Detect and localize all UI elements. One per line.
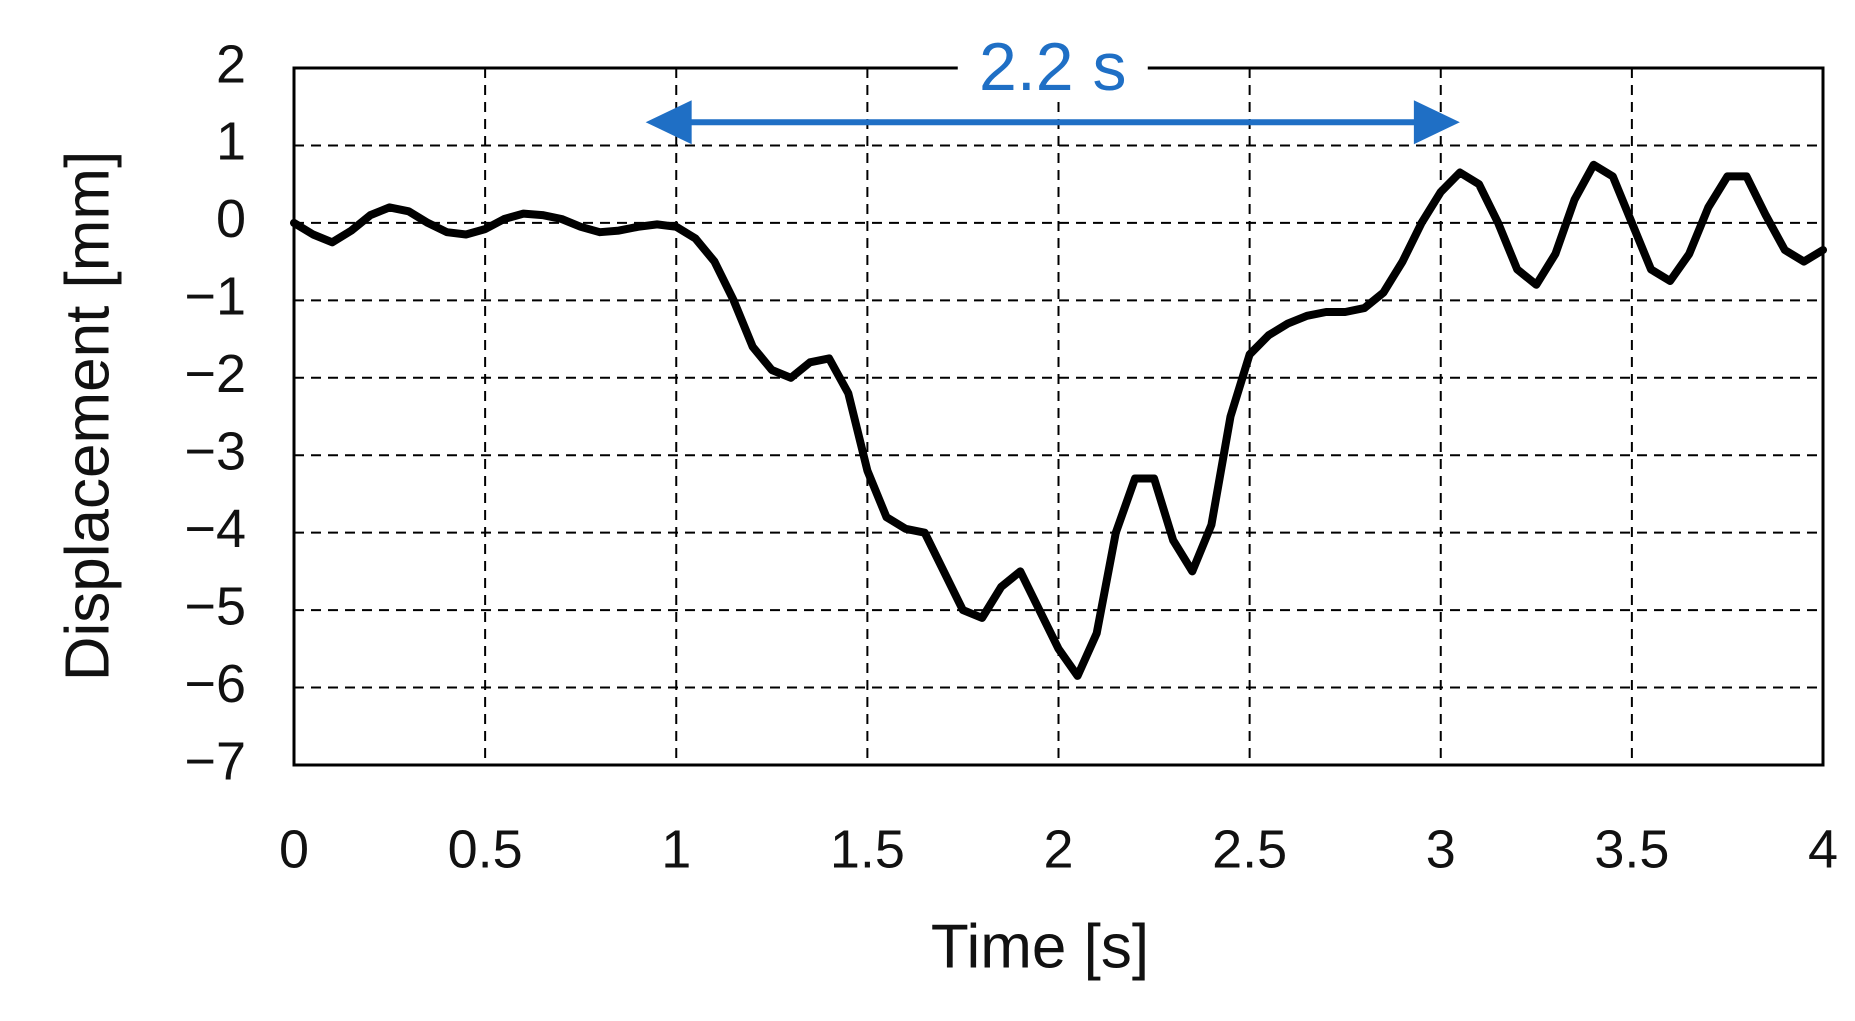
y-tick-label: −7 — [184, 731, 246, 791]
y-axis-label: Displacement [mm] — [53, 151, 122, 682]
y-tick-label: −1 — [184, 267, 246, 327]
y-tick-label: −6 — [184, 654, 246, 714]
y-tick-label: −3 — [184, 421, 246, 481]
x-tick-label: 1.5 — [830, 819, 905, 879]
y-tick-label: −2 — [184, 344, 246, 404]
x-tick-label: 3.5 — [1594, 819, 1669, 879]
y-tick-label: 2 — [216, 34, 246, 94]
x-tick-label: 2 — [1043, 819, 1073, 879]
arrow-head — [1413, 100, 1460, 145]
arrow-head — [645, 100, 692, 145]
x-tick-label: 4 — [1808, 819, 1838, 879]
y-tick-label: −5 — [184, 576, 246, 636]
x-tick-label: 1 — [661, 819, 691, 879]
y-tick-label: 0 — [216, 189, 246, 249]
y-tick-label: 1 — [216, 112, 246, 172]
x-tick-label: 0 — [279, 819, 309, 879]
x-tick-label: 0.5 — [448, 819, 523, 879]
annotation-text: 2.2 s — [979, 29, 1126, 105]
x-axis-label: Time [s] — [931, 912, 1149, 981]
x-tick-label: 2.5 — [1212, 819, 1287, 879]
x-tick-label: 3 — [1426, 819, 1456, 879]
annotation-bg — [957, 38, 1148, 98]
y-tick-label: −4 — [184, 499, 246, 559]
data-line — [290, 160, 1827, 680]
